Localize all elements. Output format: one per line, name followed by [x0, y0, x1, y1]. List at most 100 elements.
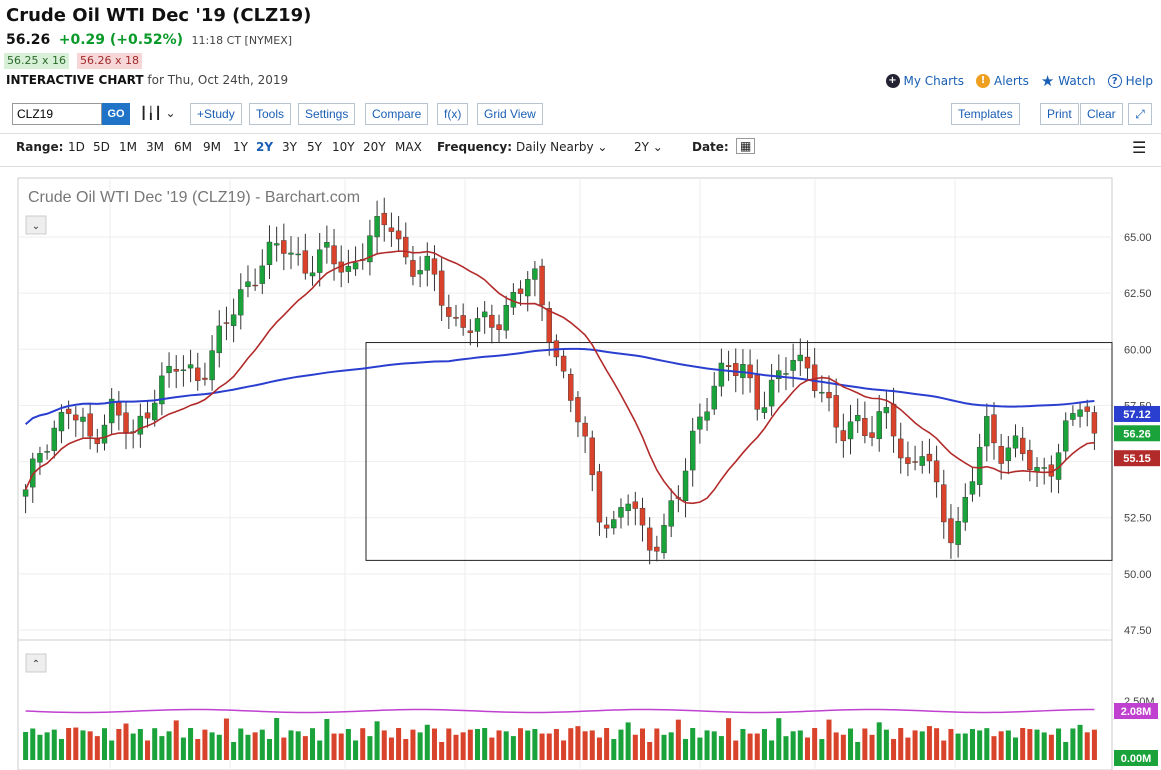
volume-bar — [446, 728, 452, 760]
volume-bar — [453, 734, 459, 760]
volume-bar — [37, 734, 43, 760]
candle-body — [22, 489, 29, 497]
candle-body — [252, 284, 258, 287]
candle-body — [525, 279, 531, 297]
range-label: Range: — [16, 140, 64, 154]
volume-bar — [474, 728, 481, 760]
candle-body — [381, 212, 387, 226]
volume-bar — [381, 730, 387, 760]
range-9m[interactable]: 9M — [203, 140, 221, 154]
clear-button[interactable]: Clear — [1080, 103, 1123, 125]
volume-bar — [180, 737, 186, 760]
candle-body — [302, 250, 309, 274]
volume-bar — [683, 738, 689, 760]
candle-body — [933, 460, 940, 483]
range-5y[interactable]: 5Y — [307, 140, 322, 154]
symbol-input[interactable] — [12, 103, 102, 125]
volume-bar — [711, 731, 717, 760]
expand-icon[interactable]: ⤢ — [1128, 103, 1152, 125]
volume-bar — [926, 726, 932, 760]
print-button[interactable]: Print — [1040, 103, 1079, 125]
go-button[interactable]: GO — [102, 103, 130, 125]
range-5d[interactable]: 5D — [93, 140, 110, 154]
quote-line: 56.26 +0.29 (+0.52%) 11:18 CT [NYMEX] — [6, 32, 292, 48]
menu-icon[interactable]: ☰ — [1132, 138, 1147, 157]
volume-bar — [941, 740, 947, 760]
expand-volume-button[interactable]: ⌃ — [25, 653, 47, 673]
y-tick-label: 52.50 — [1124, 513, 1152, 525]
watch-link[interactable]: ★ Watch — [1041, 72, 1096, 90]
volume-bar — [783, 736, 789, 760]
range-3y[interactable]: 3Y — [282, 140, 297, 154]
volume-bar — [718, 736, 724, 760]
candle-body — [568, 374, 574, 401]
volume-bar — [532, 728, 538, 760]
candle-body — [273, 243, 280, 246]
candle-body — [560, 355, 567, 372]
candle-body — [926, 453, 933, 462]
divider — [0, 133, 1161, 134]
volume-bar — [80, 730, 86, 760]
calendar-icon[interactable]: ▦ — [736, 138, 756, 154]
candle-body — [984, 416, 990, 447]
candle-body — [725, 365, 732, 367]
candle-body — [955, 521, 961, 545]
volume-bar — [94, 736, 100, 760]
candle-body — [209, 350, 215, 381]
candlestick-type-icon[interactable]: ┃╽┃ ⌄ — [140, 106, 176, 120]
candle-body — [1063, 420, 1069, 452]
candle-body — [474, 318, 481, 332]
period-select[interactable]: 2Y ⌄ — [634, 140, 663, 154]
help-link[interactable]: ? Help — [1107, 74, 1153, 88]
volume-bar — [496, 730, 502, 760]
candle-body — [768, 379, 775, 407]
study-button[interactable]: +Study — [190, 103, 242, 125]
fx-button[interactable]: f(x) — [437, 103, 469, 125]
ma-long-label: 57.12 — [1123, 409, 1151, 421]
volume-bar — [223, 718, 229, 760]
range-1m[interactable]: 1M — [119, 140, 137, 154]
range-max[interactable]: MAX — [395, 140, 422, 154]
grid-view-button[interactable]: Grid View — [477, 103, 543, 125]
candle-body — [324, 242, 330, 248]
volume-bar — [625, 722, 631, 760]
candle-body — [410, 260, 416, 277]
compare-button[interactable]: Compare — [365, 103, 429, 125]
candle-body — [804, 356, 811, 369]
settings-button[interactable]: Settings — [298, 103, 356, 125]
candle-body — [266, 241, 273, 265]
tools-button[interactable]: Tools — [249, 103, 292, 125]
candle-body — [374, 216, 380, 238]
range-1y[interactable]: 1Y — [233, 140, 248, 154]
range-6m[interactable]: 6M — [174, 140, 192, 154]
candle-body — [44, 451, 50, 453]
range-10y[interactable]: 10Y — [332, 140, 355, 154]
range-1d[interactable]: 1D — [68, 140, 85, 154]
volume-bar — [697, 737, 703, 760]
range-20y[interactable]: 20Y — [363, 140, 386, 154]
price-chart[interactable]: Crude Oil WTI Dec '19 (CLZ19) - Barchart… — [0, 170, 1161, 770]
templates-button[interactable]: Templates — [951, 103, 1020, 125]
candle-body — [1041, 467, 1047, 469]
collapse-price-button[interactable]: ⌄ — [25, 215, 47, 235]
volume-bar — [23, 732, 29, 760]
frequency-select[interactable]: Daily Nearby ⌄ — [516, 140, 608, 154]
volume-bar — [302, 736, 308, 760]
volume-bar — [1005, 730, 1011, 760]
volume-bars — [23, 718, 1097, 760]
volume-bar — [195, 739, 201, 760]
date-label: Date: — [692, 140, 729, 154]
candle-body — [661, 525, 667, 554]
range-2y[interactable]: 2Y — [256, 140, 274, 154]
alerts-link[interactable]: ! Alerts — [976, 74, 1029, 88]
candle-body — [1027, 450, 1033, 470]
volume-bar — [998, 731, 1004, 760]
volume-bar — [804, 737, 810, 760]
volume-bar — [238, 728, 244, 760]
my-charts-link[interactable]: + My Charts — [885, 74, 964, 88]
volume-bar — [209, 732, 215, 760]
candle-body — [180, 369, 187, 371]
range-3m[interactable]: 3M — [146, 140, 164, 154]
candle-body — [733, 363, 739, 376]
candle-body — [876, 411, 882, 440]
